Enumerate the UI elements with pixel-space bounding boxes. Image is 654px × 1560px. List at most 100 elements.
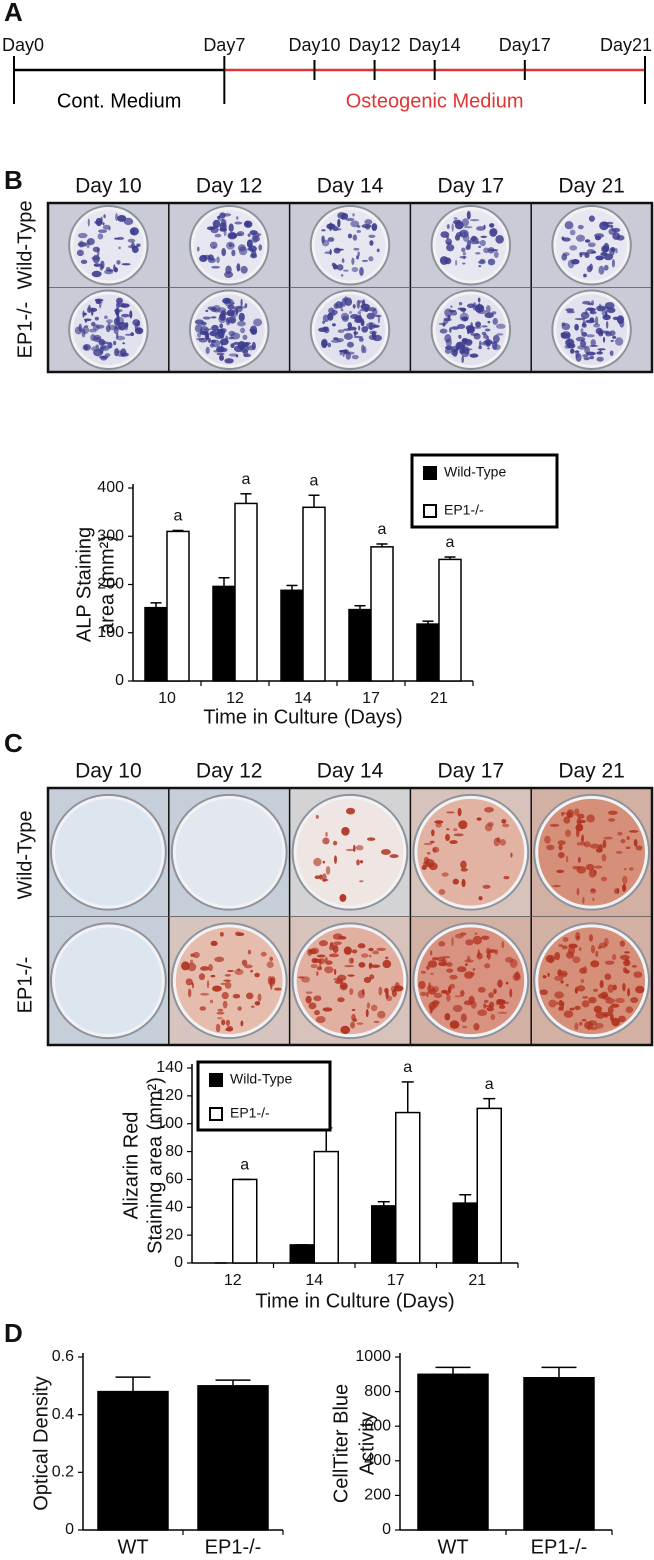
colony <box>493 837 500 847</box>
colony <box>274 987 282 991</box>
colony <box>323 326 330 334</box>
bar <box>166 530 190 682</box>
colony <box>457 807 462 817</box>
colony <box>216 256 220 264</box>
colony <box>327 342 332 348</box>
colony <box>334 228 342 231</box>
significance-label: a <box>378 521 387 538</box>
colony <box>454 933 464 939</box>
colony <box>253 318 263 327</box>
colony <box>599 349 602 354</box>
colony <box>378 986 383 996</box>
colony <box>243 964 253 969</box>
y-tick-label: 20 <box>165 1226 183 1243</box>
colony <box>353 331 359 335</box>
colony <box>122 342 125 345</box>
colony <box>219 354 225 361</box>
colony <box>113 340 117 346</box>
colony <box>426 985 435 992</box>
colony <box>332 840 338 846</box>
colony <box>93 263 101 267</box>
colony <box>461 247 466 253</box>
colony <box>210 339 217 343</box>
colony <box>231 249 236 257</box>
colony <box>330 339 341 343</box>
colony <box>226 969 235 973</box>
colony <box>102 222 105 226</box>
colony <box>472 935 483 945</box>
colony <box>561 812 564 817</box>
colony <box>115 309 120 317</box>
y-tick-label: 60 <box>165 1171 183 1188</box>
colony <box>240 265 248 274</box>
y-axis-label: area (mm²) <box>96 535 118 634</box>
colony <box>95 299 101 305</box>
colony <box>305 995 312 1004</box>
colony <box>426 991 429 998</box>
colony <box>116 314 120 324</box>
colony <box>574 323 579 331</box>
colony <box>439 256 449 265</box>
colony <box>234 221 243 225</box>
colony <box>574 350 580 353</box>
colony <box>371 223 378 231</box>
timeline-label: Day10 <box>288 35 340 55</box>
colony <box>563 816 571 824</box>
colony <box>624 868 627 871</box>
colony <box>612 316 620 321</box>
colony <box>420 991 427 997</box>
photo-column-label: Day 12 <box>196 760 263 783</box>
colony <box>181 961 190 971</box>
colony <box>368 334 377 340</box>
colony <box>476 817 482 821</box>
colony <box>194 324 203 333</box>
colony <box>611 954 617 961</box>
colony <box>486 1007 495 1012</box>
colony <box>355 845 364 851</box>
colony <box>610 339 614 342</box>
colony <box>431 829 435 837</box>
colony <box>539 989 548 996</box>
colony <box>219 212 226 219</box>
colony <box>240 1020 244 1027</box>
colony <box>215 1023 221 1033</box>
colony <box>585 319 596 324</box>
colony <box>340 212 349 220</box>
colony <box>99 263 104 271</box>
colony <box>561 323 571 331</box>
colony <box>590 960 600 968</box>
significance-label: a <box>310 472 319 489</box>
colony <box>480 235 488 239</box>
colony <box>81 326 90 334</box>
colony <box>463 231 466 234</box>
colony <box>574 808 580 816</box>
panel-letter: B <box>4 165 23 195</box>
colony <box>237 244 246 252</box>
bar <box>438 558 462 682</box>
colony <box>356 1022 364 1025</box>
colony <box>321 879 329 882</box>
colony <box>77 232 88 239</box>
colony <box>569 348 575 354</box>
colony <box>117 302 126 308</box>
colony <box>83 312 87 316</box>
significance-label: a <box>446 534 455 551</box>
colony <box>102 224 111 230</box>
colony <box>353 335 364 339</box>
bar <box>144 606 168 682</box>
colony <box>587 1023 591 1031</box>
colony <box>446 234 449 240</box>
colony <box>356 299 361 309</box>
photo-column-label: Day 14 <box>317 175 384 198</box>
colony <box>473 333 481 340</box>
colony <box>129 227 139 236</box>
colony <box>466 210 471 220</box>
colony <box>220 310 227 317</box>
colony <box>569 1007 575 1011</box>
colony <box>622 883 627 892</box>
colony <box>565 983 569 987</box>
colony <box>605 310 608 318</box>
colony <box>574 317 585 321</box>
colony <box>625 1006 634 1014</box>
colony <box>478 265 482 268</box>
